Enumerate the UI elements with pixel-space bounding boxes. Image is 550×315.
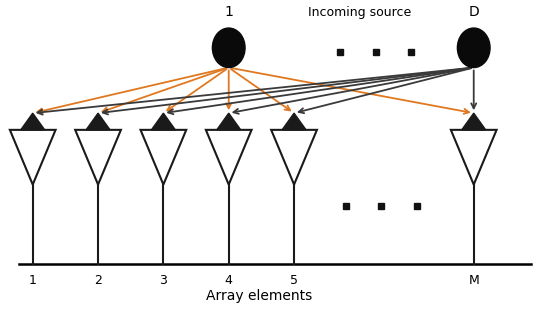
Polygon shape xyxy=(151,113,175,130)
Text: 5: 5 xyxy=(290,274,298,287)
Polygon shape xyxy=(21,113,45,130)
Text: M: M xyxy=(469,274,479,287)
Ellipse shape xyxy=(212,28,245,67)
Text: 4: 4 xyxy=(225,274,233,287)
Ellipse shape xyxy=(458,28,490,67)
Text: 1: 1 xyxy=(224,5,233,19)
Polygon shape xyxy=(462,113,486,130)
Text: Array elements: Array elements xyxy=(206,289,312,303)
Polygon shape xyxy=(86,113,110,130)
Text: D: D xyxy=(469,5,479,19)
Text: 2: 2 xyxy=(94,274,102,287)
Text: 1: 1 xyxy=(29,274,37,287)
Polygon shape xyxy=(217,113,241,130)
Text: Incoming source: Incoming source xyxy=(308,6,411,19)
Text: 3: 3 xyxy=(160,274,167,287)
Polygon shape xyxy=(282,113,306,130)
